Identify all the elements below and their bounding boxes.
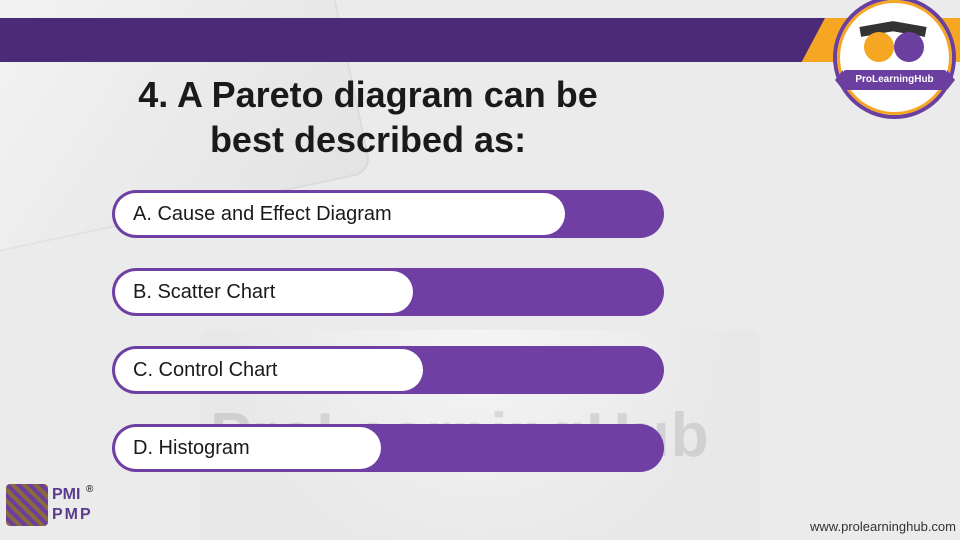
option-pill-front: A. Cause and Effect Diagram [115, 193, 565, 235]
pmi-logo: PMI ® PMP [6, 484, 92, 530]
options-list: A. Cause and Effect Diagram B. Scatter C… [112, 190, 664, 502]
pmi-subtext: PMP [52, 506, 93, 524]
question-line-2: best described as: [88, 117, 648, 162]
option-label: B. Scatter Chart [133, 281, 275, 304]
footer-url: www.prolearninghub.com [810, 519, 956, 534]
option-label: A. Cause and Effect Diagram [133, 203, 392, 226]
pmi-text: PMI [52, 486, 80, 504]
pmi-reg-mark: ® [86, 484, 93, 495]
slide-stage: ProLearningHub ProLearningHub 4. A Paret… [0, 0, 960, 540]
option-pill-front: D. Histogram [115, 427, 381, 469]
question-line-1: 4. A Pareto diagram can be [88, 72, 648, 117]
option-label: D. Histogram [133, 437, 250, 460]
grad-head-icon [864, 32, 894, 62]
option-label: C. Control Chart [133, 359, 278, 382]
brand-badge-ribbon: ProLearningHub [843, 70, 947, 90]
header-bar [0, 18, 960, 62]
grad-head-icon [894, 32, 924, 62]
option-b[interactable]: B. Scatter Chart [112, 268, 664, 316]
question-text: 4. A Pareto diagram can be best describe… [88, 72, 648, 162]
header-purple-segment [0, 18, 825, 62]
option-a[interactable]: A. Cause and Effect Diagram [112, 190, 664, 238]
brand-badge: ProLearningHub [837, 0, 952, 115]
pmi-globe-icon [6, 484, 48, 526]
option-c[interactable]: C. Control Chart [112, 346, 664, 394]
option-d[interactable]: D. Histogram [112, 424, 664, 472]
brand-badge-art [860, 18, 930, 70]
option-pill-front: B. Scatter Chart [115, 271, 413, 313]
option-pill-front: C. Control Chart [115, 349, 423, 391]
